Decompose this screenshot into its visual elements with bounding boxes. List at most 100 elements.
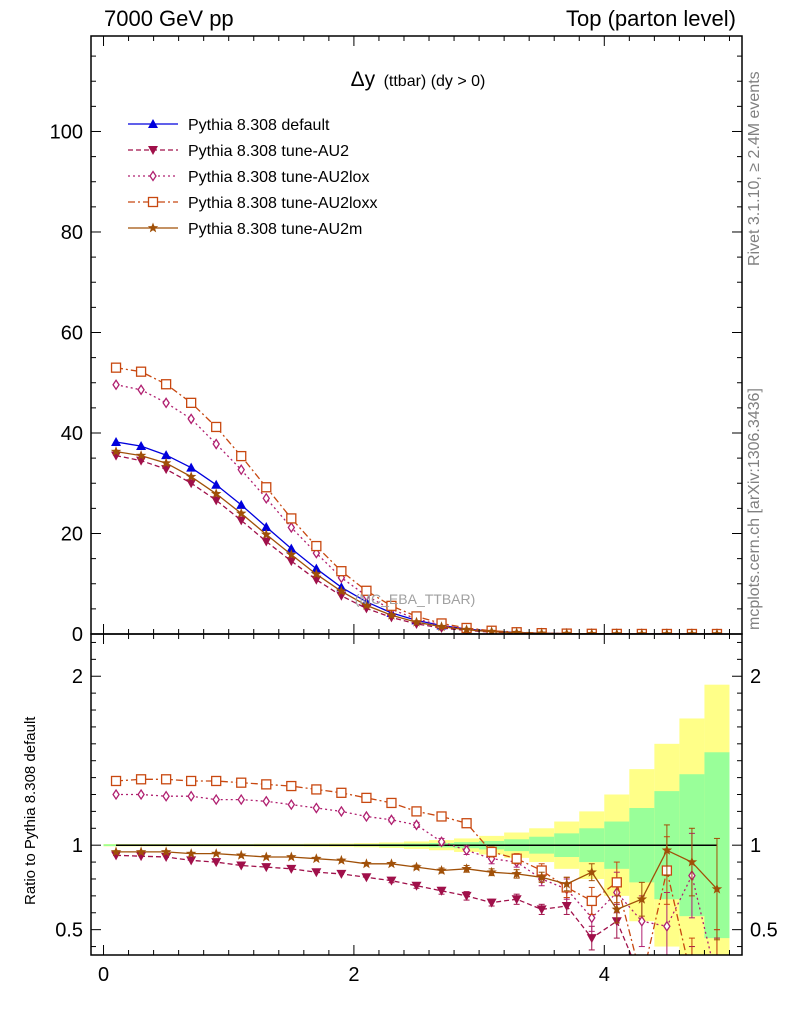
ratio-point-AU2m <box>611 903 622 914</box>
ratio-point-AU2 <box>286 864 297 874</box>
ratio-point-AU2 <box>712 976 722 985</box>
data-point-AU2lox <box>137 384 145 396</box>
ratio-point-AU2loxx <box>311 784 322 795</box>
data-point-AU2m <box>461 624 472 634</box>
data-point-AU2m <box>236 507 247 518</box>
ratio-point-AU2loxx <box>712 976 721 985</box>
data-point-AU2loxx <box>135 366 147 377</box>
data-point-default <box>111 437 122 447</box>
ratio-point-AU2loxx <box>386 797 397 809</box>
main-y-tick-label: 40 <box>61 423 83 445</box>
data-point-AU2m <box>336 585 347 596</box>
legend-label-AU2: Pythia 8.308 tune-AU2 <box>188 143 349 160</box>
ratio-point-AU2 <box>511 895 522 905</box>
ratio-point-AU2loxx <box>611 877 622 888</box>
data-point-AU2 <box>186 479 197 489</box>
data-point-AU2loxx <box>286 513 297 524</box>
ratio-point-AU2loxx <box>637 976 646 985</box>
data-point-AU2m <box>561 628 572 634</box>
ratio-point-AU2loxx <box>361 792 372 804</box>
ratio-point-AU2m <box>286 851 297 862</box>
ratio-point-AU2lox <box>287 798 296 811</box>
ratio-y-tick-label-right: 1 <box>750 835 761 857</box>
ratio-point-AU2loxx <box>135 774 147 785</box>
data-point-AU2lox <box>112 379 120 391</box>
ratio-point-AU2m <box>386 858 397 869</box>
ratio-point-AU2loxx <box>436 811 447 822</box>
data-point-AU2m <box>311 568 322 579</box>
header-observable-label: Top (parton level) <box>566 6 736 31</box>
ratio-point-AU2lox <box>337 805 346 818</box>
data-point-AU2m <box>636 628 648 634</box>
ratio-point-AU2m <box>110 846 122 857</box>
data-point-AU2m <box>411 616 422 627</box>
data-point-AU2loxx <box>311 540 322 552</box>
legend-label-AU2m: Pythia 8.308 tune-AU2m <box>188 221 362 238</box>
data-point-AU2m <box>711 628 723 634</box>
data-point-default <box>286 543 297 553</box>
ratio-point-AU2lox <box>262 795 271 807</box>
ratio-point-AU2 <box>211 858 222 868</box>
ratio-point-AU2lox <box>137 788 145 801</box>
ratio-point-AU2m <box>686 856 698 867</box>
ratio-point-AU2lox <box>187 790 195 802</box>
ratio-point-AU2lox <box>714 976 720 985</box>
legend-label-AU2loxx: Pythia 8.308 tune-AU2loxx <box>188 195 377 212</box>
data-point-AU2 <box>161 465 172 475</box>
data-point-AU2m <box>586 628 597 634</box>
ratio-point-AU2loxx <box>186 775 197 787</box>
data-point-AU2m <box>185 471 197 482</box>
ratio-series-group <box>110 774 723 985</box>
data-point-AU2lox <box>187 413 195 425</box>
data-point-AU2 <box>261 537 272 547</box>
data-point-AU2loxx <box>160 379 172 390</box>
ratio-point-AU2loxx <box>236 777 247 788</box>
main-y-tick-label: 20 <box>61 523 83 545</box>
data-point-AU2m <box>436 621 447 632</box>
ratio-point-AU2loxx <box>211 775 222 787</box>
ratio-point-AU2lox <box>112 788 120 801</box>
data-point-default <box>186 462 197 472</box>
ratio-point-AU2 <box>637 976 647 985</box>
legend-marker-default <box>148 119 158 128</box>
ratio-y-tick-label-right: 2 <box>750 666 761 688</box>
legend-marker-AU2lox <box>149 170 157 182</box>
ratio-point-AU2m <box>536 871 547 882</box>
data-point-AU2loxx <box>336 566 347 577</box>
data-point-AU2lox <box>162 397 170 409</box>
ratio-y-tick-label: 1 <box>72 835 83 857</box>
ratio-point-AU2 <box>436 886 447 896</box>
axis-ticks <box>91 36 742 955</box>
data-point-AU2 <box>236 516 247 526</box>
ratio-y-tick-label: 2 <box>72 666 83 688</box>
ratio-point-AU2m <box>661 844 673 855</box>
data-point-AU2m <box>135 450 147 461</box>
data-point-AU2loxx <box>110 362 122 373</box>
ratio-point-AU2 <box>411 881 422 891</box>
data-point-AU2m <box>611 628 622 634</box>
ratio-point-AU2m <box>160 846 172 857</box>
analysis-watermark: (MC_EBA_TTBAR) <box>355 591 476 607</box>
x-tick-label: 0 <box>98 964 109 986</box>
data-point-AU2loxx <box>211 421 222 433</box>
ratio-point-AU2lox <box>412 819 421 831</box>
ratio-point-AU2 <box>486 898 497 908</box>
x-tick-label: 4 <box>599 964 610 986</box>
legend-marker-AU2 <box>148 146 158 155</box>
legend-label-default: Pythia 8.308 default <box>188 117 330 134</box>
main-y-tick-label: 60 <box>61 322 83 344</box>
ratio-point-AU2lox <box>462 844 471 856</box>
data-point-default <box>136 441 147 451</box>
ratio-point-AU2m <box>236 849 247 860</box>
data-point-AU2m <box>686 628 698 634</box>
data-point-AU2m <box>261 529 272 539</box>
legend-label-AU2lox: Pythia 8.308 tune-AU2lox <box>188 169 369 186</box>
data-point-AU2m <box>386 609 397 620</box>
ratio-point-AU2lox <box>362 810 371 823</box>
ratio-point-AU2m <box>411 861 422 872</box>
data-point-AU2m <box>486 626 497 634</box>
data-point-AU2m <box>361 599 372 610</box>
legend-marker-AU2loxx <box>147 196 159 208</box>
ratio-point-AU2 <box>536 905 547 915</box>
